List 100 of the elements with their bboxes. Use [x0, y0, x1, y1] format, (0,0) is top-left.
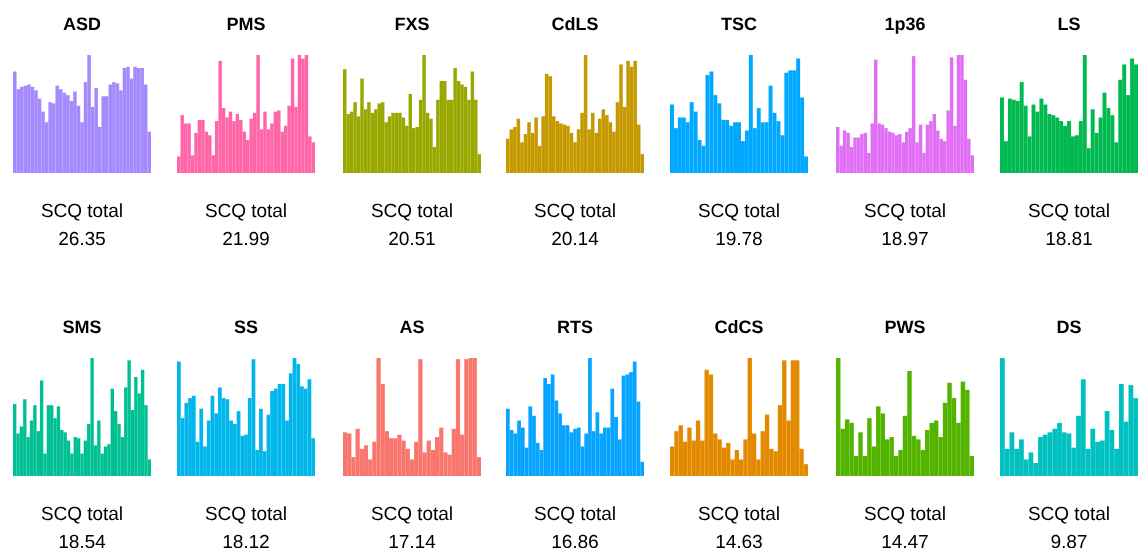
bar: [747, 357, 752, 476]
text: SCQ total: [1028, 506, 1109, 524]
bar: [1055, 117, 1060, 173]
chart-title: AS: [400, 320, 424, 334]
bar: [756, 108, 761, 173]
bar: [418, 359, 423, 476]
text: SCQ total: [698, 203, 779, 221]
bar: [472, 357, 477, 476]
bar: [748, 54, 753, 173]
bar: [695, 420, 701, 476]
bar: [97, 420, 101, 476]
bar: [187, 123, 191, 173]
text: 20.51: [389, 231, 435, 246]
bar: [90, 357, 94, 476]
bar: [376, 357, 381, 476]
bar: [1090, 109, 1095, 173]
bar: [347, 433, 352, 476]
bar: [177, 361, 181, 476]
bar: [1067, 121, 1071, 173]
bar: [947, 382, 952, 476]
bar: [301, 58, 305, 173]
text: SCQ total: [864, 506, 945, 524]
text: SCQ total: [864, 203, 945, 221]
bar: [273, 388, 278, 476]
text: SCQ total: [205, 506, 286, 524]
bar: [898, 134, 902, 173]
bar: [55, 85, 60, 173]
bar: [199, 408, 204, 476]
bar: [218, 387, 222, 476]
bar: [960, 381, 966, 476]
text: SCQ total: [698, 506, 779, 524]
bar: [734, 450, 740, 476]
bar: [101, 96, 106, 173]
text: SCQ total: [1028, 203, 1109, 221]
chart-title: SMS: [63, 320, 101, 334]
bar: [795, 360, 800, 476]
bar: [626, 60, 630, 173]
bar: [846, 132, 850, 173]
bar: [602, 427, 607, 476]
text: 16.86: [552, 534, 598, 548]
bar: [853, 137, 857, 173]
bar: [790, 360, 796, 476]
text: 14.47: [882, 534, 928, 548]
bar: [960, 54, 964, 173]
bar: [836, 357, 841, 476]
bar: [1042, 434, 1048, 476]
bar: [422, 54, 426, 173]
bar: [225, 399, 230, 476]
bar: [393, 438, 398, 476]
bar: [1059, 121, 1064, 173]
bar: [796, 58, 801, 173]
bar: [443, 80, 447, 173]
chart-title: RTS: [558, 320, 593, 334]
bar: [576, 427, 581, 476]
chart-title: PMS: [227, 17, 265, 31]
bar: [632, 361, 637, 476]
text: SCQ total: [41, 506, 122, 524]
bar: [705, 75, 710, 173]
bar: [867, 418, 872, 476]
bar: [343, 432, 348, 476]
bar: [1128, 385, 1134, 476]
bar: [270, 391, 274, 476]
bar: [353, 102, 357, 173]
bar: [733, 122, 738, 173]
bar: [737, 122, 741, 173]
bar: [543, 378, 548, 476]
text: SCQ total: [534, 506, 615, 524]
chart-title: DS: [1057, 320, 1081, 334]
bar: [844, 419, 850, 476]
bar: [201, 119, 205, 173]
bar: [548, 76, 553, 173]
bar: [1019, 82, 1024, 173]
bar: [218, 60, 222, 173]
bar: [619, 64, 623, 173]
chart-title: ASD: [63, 17, 101, 31]
bar: [876, 406, 881, 476]
bar: [782, 360, 787, 476]
text: 9.87: [1051, 534, 1087, 548]
bar: [709, 71, 714, 173]
bar: [464, 359, 469, 476]
bar: [13, 71, 17, 173]
bar: [610, 388, 615, 476]
chart-title: FXS: [395, 17, 429, 31]
bar: [506, 408, 510, 476]
bar: [527, 122, 531, 173]
bar: [528, 406, 533, 476]
bar: [677, 117, 682, 173]
bar: [860, 134, 864, 173]
bar: [788, 70, 793, 173]
bar: [889, 437, 894, 476]
bar: [784, 72, 789, 173]
bar: [391, 112, 395, 173]
bar: [397, 434, 402, 476]
bar: [259, 408, 263, 476]
text: SCQ total: [371, 506, 452, 524]
bar: [689, 102, 694, 173]
bar: [184, 402, 189, 476]
bar: [1090, 428, 1096, 476]
bar: [625, 374, 630, 476]
bar: [633, 60, 637, 173]
